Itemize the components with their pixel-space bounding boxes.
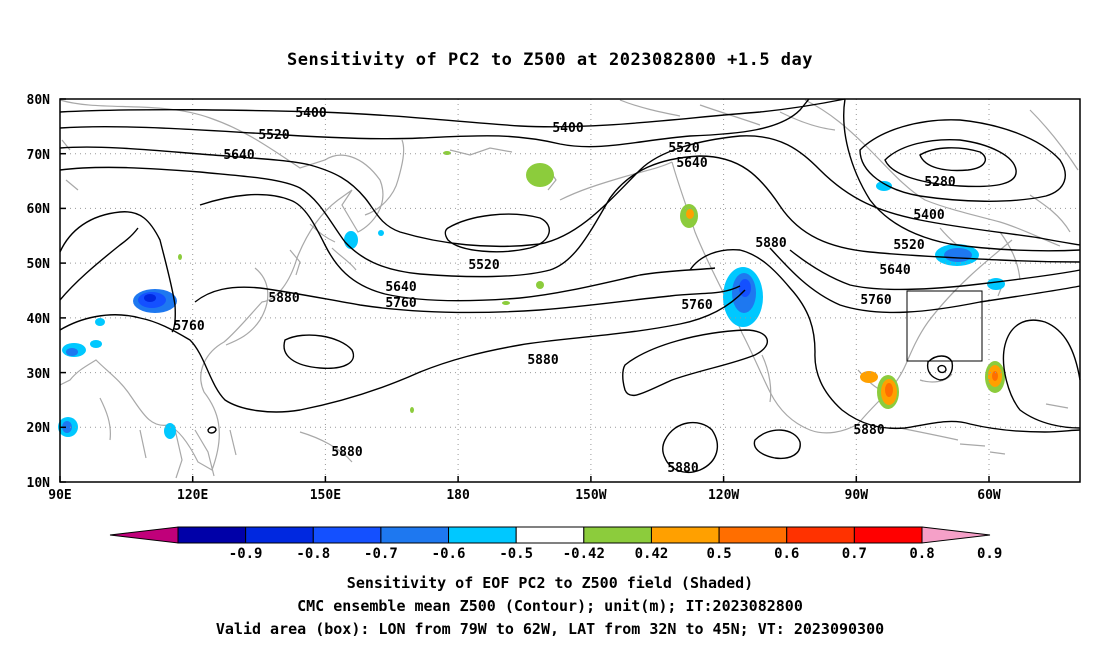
lon-label: 180: [446, 488, 470, 503]
contour-label: 5880: [331, 445, 362, 460]
contour-label: 5880: [755, 236, 786, 251]
contour-label: 5400: [295, 106, 326, 121]
colorbar-extend-high: [921, 526, 991, 544]
contour-label: 5640: [676, 156, 707, 171]
colorbar-label: -0.7: [364, 546, 398, 562]
contour-label: 5520: [893, 238, 924, 253]
lat-label: 20N: [27, 421, 51, 436]
contour-label: 5760: [173, 319, 204, 334]
lat-label: 30N: [27, 367, 51, 382]
map-frame: [59, 98, 1081, 483]
contour-label: 5640: [385, 280, 416, 295]
colorbar-extend-low: [109, 526, 179, 544]
contour-label: 5280: [924, 175, 955, 190]
lon-label: 150E: [310, 488, 341, 503]
contour-label: 5520: [258, 128, 289, 143]
lat-label: 70N: [27, 148, 51, 163]
colorbar-label: 0.6: [774, 546, 799, 562]
colorbar-swatch: [312, 526, 382, 544]
contour-label: 5400: [913, 208, 944, 223]
map-title: Sensitivity of PC2 to Z500 at 2023082800…: [286, 50, 813, 70]
contour-labels: 5400 5400 5520 5640 5520 5640 5280 5400 …: [173, 106, 955, 476]
caption-line-contour: CMC ensemble mean Z500 (Contour); unit(m…: [297, 597, 803, 615]
contour-label: 5400: [552, 121, 583, 136]
colorbar-swatch: [515, 526, 585, 544]
colorbar: -0.9 -0.8 -0.7 -0.6 -0.5 -0.42 0.42 0.5 0.6 0.7 0.…: [109, 526, 1002, 562]
caption-line-valid-area: Valid area (box): LON from 79W to 62W, L…: [215, 620, 885, 638]
colorbar-label: 0.8: [909, 546, 934, 562]
contour-label: 5880: [268, 291, 299, 306]
colorbar-swatch: [448, 526, 517, 544]
colorbar-swatch: [853, 526, 923, 544]
lat-label: 50N: [27, 257, 51, 272]
colorbar-label: -0.5: [499, 546, 533, 562]
lon-label: 90E: [48, 488, 71, 503]
lat-label: 60N: [27, 202, 51, 217]
contour-label: 5760: [681, 298, 712, 313]
axis-ticks: [59, 98, 990, 483]
colorbar-swatch: [380, 526, 450, 544]
z500-contours: [59, 98, 1081, 474]
coastlines: [59, 99, 1079, 479]
colorbar-label: 0.5: [706, 546, 731, 562]
colorbar-swatch: [177, 526, 247, 544]
contour-label: 5880: [527, 353, 558, 368]
colorbar-swatch: [650, 526, 720, 544]
lat-label: 10N: [27, 476, 51, 491]
contour-label: 5760: [385, 296, 416, 311]
colorbar-label: -0.8: [296, 546, 330, 562]
contour-label: 5640: [879, 263, 910, 278]
contour-label: 5760: [860, 293, 891, 308]
lat-label: 40N: [27, 312, 51, 327]
colorbar-swatch: [718, 526, 788, 544]
contour-label: 5520: [668, 141, 699, 156]
latitude-labels: 80N 70N 60N 50N 40N 30N 20N 10N: [27, 93, 51, 491]
lon-label: 120W: [708, 488, 739, 503]
contour-label: 5640: [223, 148, 254, 163]
longitude-labels: 90E 120E 150E 180 150W 120W 90W 60W: [48, 488, 1001, 503]
colorbar-swatch: [786, 526, 855, 544]
valid-area-box: [906, 290, 983, 362]
lon-label: 90W: [845, 488, 869, 503]
lon-label: 120E: [177, 488, 208, 503]
colorbar-label: -0.6: [432, 546, 466, 562]
colorbar-swatch: [245, 526, 314, 544]
lon-label: 60W: [977, 488, 1001, 503]
colorbar-label: 0.9: [977, 546, 1002, 562]
colorbar-label: 0.7: [842, 546, 867, 562]
colorbar-label: 0.42: [635, 546, 669, 562]
contour-label: 5520: [468, 258, 499, 273]
colorbar-swatch: [583, 526, 652, 544]
colorbar-label: -0.9: [229, 546, 263, 562]
lat-label: 80N: [27, 93, 51, 108]
contour-label: 5880: [667, 461, 698, 476]
contour-label: 5880: [853, 423, 884, 438]
caption-line-shading: Sensitivity of EOF PC2 to Z500 field (Sh…: [346, 574, 754, 592]
colorbar-label: -0.42: [563, 546, 605, 562]
lon-label: 150W: [575, 488, 606, 503]
